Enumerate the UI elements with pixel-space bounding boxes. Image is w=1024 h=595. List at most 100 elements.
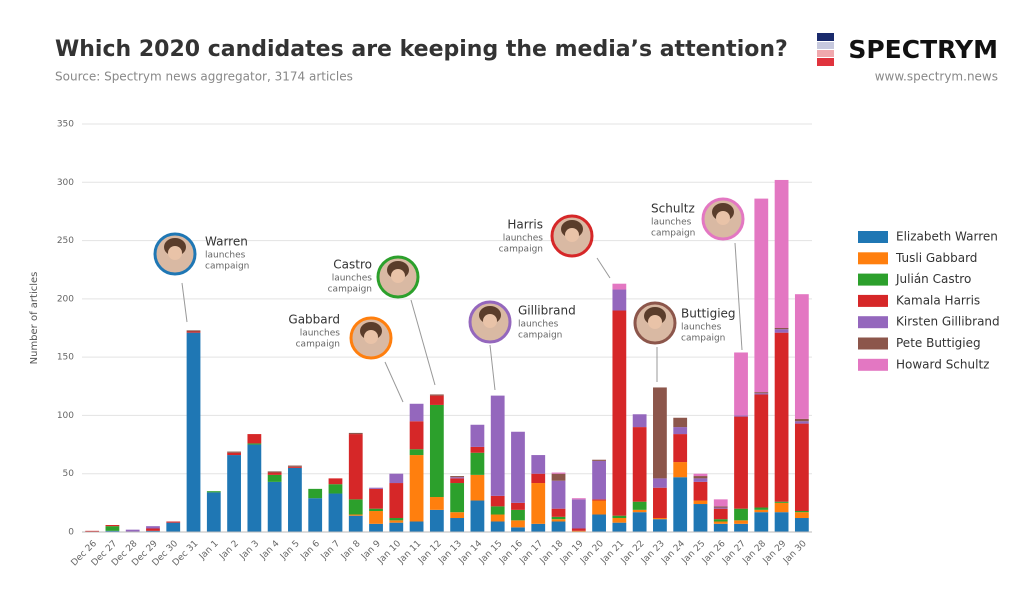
bar-segment <box>308 488 323 499</box>
bar-segment <box>470 424 485 447</box>
bar-segment <box>794 511 809 513</box>
bar-segment <box>288 465 302 467</box>
bar-segment <box>794 512 809 519</box>
x-tick-label: Jan 3 <box>238 539 262 563</box>
bar-segment <box>409 449 424 456</box>
bar-segment <box>551 516 566 520</box>
bar-segment <box>693 504 708 532</box>
photo-face <box>483 314 497 328</box>
annotation-name: Gabbard <box>288 313 340 327</box>
bar-segment <box>734 508 748 521</box>
annotation-line <box>596 257 611 279</box>
annotation-text: campaign <box>681 334 725 344</box>
bar-segment <box>369 511 383 524</box>
bar-segment <box>693 473 708 477</box>
bar-segment <box>734 416 748 509</box>
bar-segment <box>429 404 444 498</box>
annotation-text: launches <box>503 234 544 244</box>
bar-segment <box>247 443 262 445</box>
bar-segment <box>592 460 606 500</box>
bar-segment <box>511 520 525 528</box>
bar-segment <box>794 294 809 419</box>
legend-swatch <box>858 294 888 307</box>
bar-segment <box>369 508 383 512</box>
bar-segment <box>348 434 363 500</box>
annotation-line <box>734 242 743 351</box>
bar-segment <box>571 498 586 500</box>
y-tick-label: 50 <box>63 469 75 479</box>
y-tick-label: 200 <box>57 294 74 304</box>
bar-segment <box>166 521 181 523</box>
annotation-text: launches <box>651 218 692 228</box>
bar-segment <box>551 473 566 481</box>
y-tick-label: 150 <box>57 353 74 363</box>
annotation-name: Buttigieg <box>681 307 736 321</box>
legend-label: Elizabeth Warren <box>896 230 998 244</box>
bar-segment <box>653 518 667 520</box>
annotation-text: campaign <box>651 229 695 239</box>
annotation-name: Schultz <box>651 202 695 216</box>
bar-segment <box>389 518 404 521</box>
bar-segment <box>490 395 505 496</box>
brand-url: www.spectrym.news <box>875 70 998 84</box>
bar-segment <box>612 283 627 290</box>
annotation-text: launches <box>681 323 722 333</box>
bar-segment <box>734 523 748 532</box>
bar-segment <box>693 481 708 501</box>
annotation-text: launches <box>518 320 559 330</box>
bar-segment <box>713 506 728 508</box>
legend-label: Julián Castro <box>895 272 971 286</box>
bar-segment <box>693 500 708 505</box>
bar-segment <box>267 474 282 482</box>
bar-segment <box>713 521 728 524</box>
bar-segment <box>653 487 667 519</box>
annotation-text: launches <box>332 274 373 284</box>
photo-face <box>716 211 730 225</box>
x-tick-label: Jan 6 <box>298 539 322 563</box>
photo-face <box>364 330 378 344</box>
bar-segment <box>774 329 789 333</box>
x-tick-label: Jan 8 <box>339 539 363 563</box>
chart-title: Which 2020 candidates are keeping the me… <box>55 37 788 62</box>
bar-segment <box>612 310 627 516</box>
chart-subtitle: Source: Spectrym news aggregator, 3174 a… <box>55 70 353 84</box>
bar-segment <box>429 509 444 532</box>
bar-segment <box>389 520 404 523</box>
bar-segment <box>186 330 201 332</box>
bar-segment <box>673 434 688 463</box>
bar-segment <box>531 473 546 484</box>
x-tick-label: Jan 4 <box>258 539 282 563</box>
bar-segment <box>470 446 485 453</box>
bar-segment <box>754 512 769 532</box>
y-tick-label: 250 <box>57 236 74 246</box>
annotation-text: campaign <box>499 245 543 255</box>
bar-segment <box>612 515 627 519</box>
bar-segment <box>794 421 809 424</box>
bar-segment <box>754 392 769 394</box>
bar-segment <box>389 473 404 484</box>
annotation-line <box>410 299 436 386</box>
bar-segment <box>571 530 586 532</box>
bar-segment <box>429 395 444 405</box>
x-tick-label: Jan 7 <box>319 539 343 563</box>
bar-segment <box>673 427 688 435</box>
bar-segment <box>369 523 383 532</box>
bar-segment <box>632 509 647 513</box>
bar-segment <box>592 514 606 532</box>
bar-segment <box>105 526 120 531</box>
legend-swatch <box>858 252 888 265</box>
bar-segment <box>267 472 282 475</box>
legend-swatch <box>858 337 888 350</box>
bar-segment <box>754 394 769 508</box>
bar-segment <box>450 477 465 479</box>
bar-segment <box>531 483 546 524</box>
annotation-text: launches <box>300 329 341 339</box>
bar-segment <box>389 522 404 532</box>
photo-face <box>168 246 182 260</box>
annotation-line <box>181 282 188 323</box>
bar-segment <box>713 523 728 532</box>
bar-segment <box>490 521 505 532</box>
legend-label: Tusli Gabbard <box>895 251 977 265</box>
bar-segment <box>673 417 688 428</box>
